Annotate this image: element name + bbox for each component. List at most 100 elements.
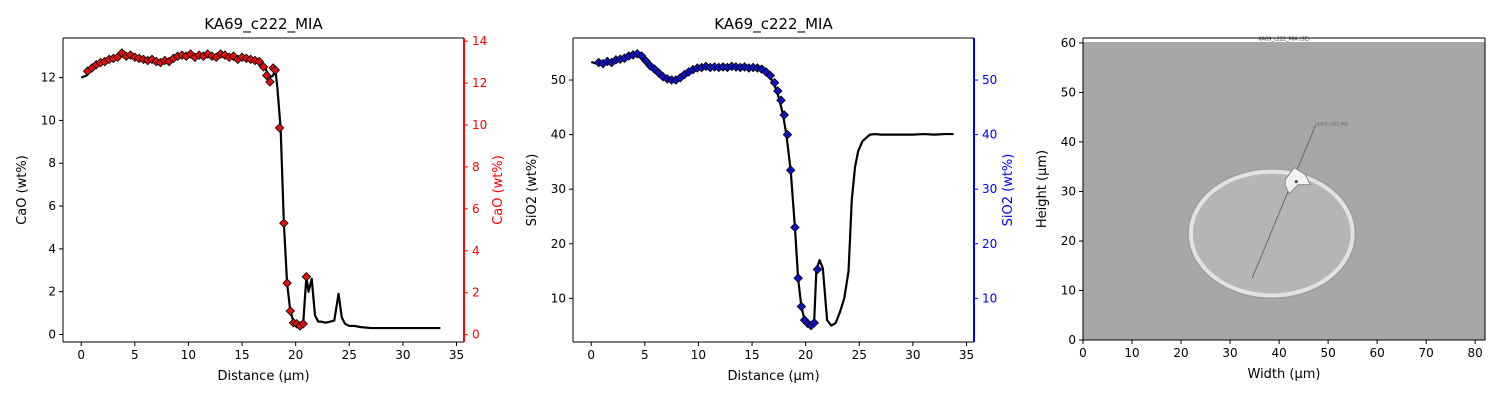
data-point	[779, 110, 789, 120]
x-tick-label: 5	[641, 348, 649, 362]
y-tick-label: 0	[48, 328, 56, 342]
x-axis-label: Distance (µm)	[727, 369, 819, 384]
y-tick-label: 50	[551, 73, 566, 87]
right-y-tick-label: 20	[982, 237, 997, 251]
x-tick-label: 20	[288, 348, 303, 362]
y-axis-label: Height (µm)	[1035, 150, 1050, 228]
y-tick-label: 40	[1061, 135, 1076, 149]
y-tick-label: 12	[41, 71, 56, 85]
y-tick-label: 8	[48, 156, 56, 170]
data-point	[185, 49, 196, 59]
data-point	[785, 165, 796, 175]
data-point	[279, 218, 289, 228]
x-tick-label: 30	[1222, 346, 1237, 360]
right-y-tick-label: 14	[472, 34, 487, 48]
data-point	[658, 71, 668, 82]
data-point	[258, 62, 269, 72]
x-tick-label: 30	[395, 348, 410, 362]
x-tick-label: 5	[131, 348, 139, 362]
x-tick-label: 20	[798, 348, 813, 362]
data-point	[274, 123, 285, 133]
data-point	[254, 56, 264, 67]
data-point	[776, 95, 786, 105]
x-axis-label: Width (µm)	[1248, 367, 1321, 382]
chart-title: KA69_c222_MIA	[714, 15, 833, 34]
y-tick-label: 10	[41, 113, 56, 127]
y-tick-label: 2	[48, 285, 56, 299]
data-point	[228, 51, 239, 61]
right-y-axis-label: CaO (wt%)	[491, 155, 506, 225]
x-tick-label: 80	[1468, 346, 1483, 360]
inclusion-outer-edge	[1187, 168, 1357, 299]
crystal	[1284, 166, 1312, 195]
sio2-panel: 0 5 10 15 20 25 30 35 10 20 30 40 50 10 20 30 40 50 KA69_c…	[525, 15, 1016, 384]
right-y-tick-label: 0	[472, 328, 480, 342]
right-y-tick-label: 12	[472, 76, 487, 90]
right-y-tick-label: 30	[982, 182, 997, 196]
cao-panel: 0 5 10 15 20 25 30 35 0 2 4 6 8 10 12 0 2 4 6 8 10 12 14 KA69_c…	[15, 15, 506, 384]
transect-label: KA69_c222_MIA	[1317, 122, 1349, 127]
y-tick-label: 30	[551, 182, 566, 196]
x-tick-label: 50	[1320, 346, 1335, 360]
image-caption: KA69_c222_MIA (SE)	[1258, 36, 1309, 42]
right-y-tick-label: 6	[472, 202, 480, 216]
right-y-axis-label: SiO2 (wt%)	[1001, 154, 1016, 227]
right-y-tick-label: 2	[472, 286, 480, 300]
x-axis-label: Distance (µm)	[217, 369, 309, 384]
y-axis-label: SiO2 (wt%)	[525, 154, 540, 227]
series-line	[590, 52, 954, 327]
y-tick-label: 20	[551, 237, 566, 251]
x-tick-label: 60	[1370, 346, 1385, 360]
x-tick-label: 25	[342, 348, 357, 362]
x-tick-label: 0	[587, 348, 595, 362]
data-point	[809, 318, 820, 328]
data-point	[641, 56, 651, 66]
transect-line	[1251, 124, 1317, 279]
x-tick-label: 20	[1173, 346, 1188, 360]
x-tick-label: 40	[1271, 346, 1286, 360]
data-point	[147, 54, 157, 65]
x-tick-label: 35	[449, 348, 464, 362]
image-frame	[1082, 37, 1486, 341]
y-tick-label: 40	[551, 128, 566, 142]
right-y-tick-label: 50	[982, 73, 997, 87]
y-tick-label: 4	[48, 242, 56, 256]
data-point	[636, 51, 647, 61]
x-tick-label: 0	[1079, 346, 1087, 360]
right-y-tick-label: 40	[982, 128, 997, 142]
x-tick-label: 70	[1419, 346, 1434, 360]
y-tick-label: 6	[48, 199, 56, 213]
right-y-tick-label: 8	[472, 160, 480, 174]
data-point	[125, 50, 136, 60]
x-tick-label: 25	[852, 348, 867, 362]
right-y-tick-label: 10	[472, 118, 487, 132]
data-point	[765, 70, 776, 81]
chart-title: KA69_c222_MIA	[204, 15, 323, 34]
y-tick-label: 30	[1061, 184, 1076, 198]
y-tick-label: 0	[1068, 333, 1076, 347]
x-tick-label: 10	[691, 348, 706, 362]
data-point	[773, 86, 783, 96]
melt-inclusion	[1188, 169, 1355, 298]
y-tick-label: 50	[1061, 85, 1076, 99]
data-point	[282, 278, 292, 288]
x-tick-label: 35	[959, 348, 974, 362]
data-point	[265, 77, 275, 87]
crystal-spot	[1294, 179, 1298, 184]
image-header-band	[1083, 38, 1485, 42]
right-y-tick-label: 4	[472, 244, 480, 258]
x-tick-label: 15	[744, 348, 759, 362]
data-point	[261, 70, 272, 81]
y-tick-label: 10	[1061, 283, 1076, 297]
data-point	[756, 64, 767, 74]
data-point	[793, 273, 803, 283]
y-tick-label: 10	[551, 291, 566, 305]
data-point	[790, 222, 800, 233]
data-point	[298, 319, 308, 329]
right-y-tick-label: 10	[982, 291, 997, 305]
x-tick-label: 10	[181, 348, 196, 362]
data-point	[769, 77, 780, 88]
data-point	[270, 65, 281, 75]
sem-image-panel: KA69_c222_MIA (SE) KA69_c222_MIA 0 10 20 30 40…	[1035, 36, 1486, 382]
